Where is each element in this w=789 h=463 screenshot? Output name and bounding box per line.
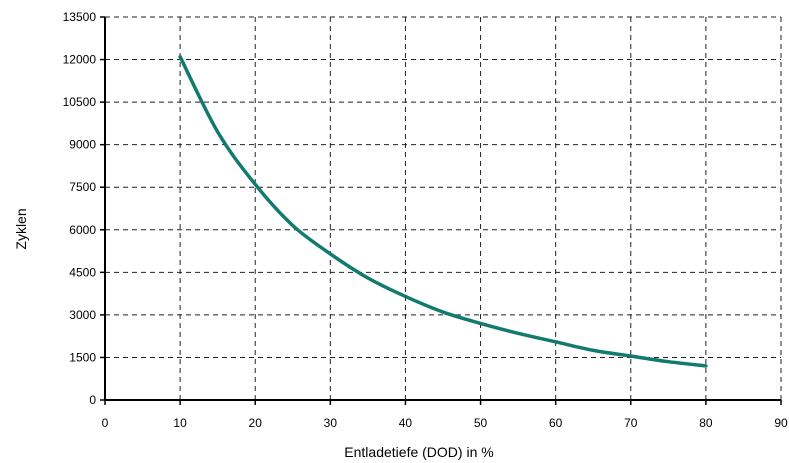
- x-tick-label: 60: [549, 416, 563, 430]
- axes: [100, 16, 782, 405]
- y-tick-label: 6000: [69, 223, 96, 237]
- series-line: [178, 54, 708, 368]
- x-tick-label: 0: [102, 416, 109, 430]
- series-group: [178, 54, 708, 368]
- x-tick-label: 10: [173, 416, 187, 430]
- y-tick-label: 1500: [69, 350, 96, 364]
- x-tick-label: 70: [624, 416, 638, 430]
- x-tick-label: 50: [474, 416, 488, 430]
- y-tick-labels: 0 1500 3000 4500 6000 7500 9000 10500 12000 13500: [63, 10, 97, 407]
- x-tick-label: 90: [774, 416, 788, 430]
- grid-lines: [105, 16, 782, 400]
- y-tick-label: 12000: [63, 53, 97, 67]
- x-tick-label: 30: [324, 416, 338, 430]
- y-tick-label: 10500: [63, 95, 97, 109]
- x-tick-label: 80: [699, 416, 713, 430]
- y-tick-label: 7500: [69, 180, 96, 194]
- y-tick-label: 4500: [69, 265, 96, 279]
- x-tick-label: 40: [399, 416, 413, 430]
- x-tick-label: 20: [249, 416, 263, 430]
- x-tick-labels: 0 10 20 30 40 50 60 70 80 90: [102, 416, 788, 430]
- y-axis-label: Zyklen: [13, 208, 29, 249]
- y-tick-label: 3000: [69, 308, 96, 322]
- y-tick-label: 0: [89, 393, 96, 407]
- y-tick-label: 13500: [63, 10, 97, 24]
- x-axis-label: Entladetiefe (DOD) in %: [344, 444, 493, 460]
- y-tick-label: 9000: [69, 138, 96, 152]
